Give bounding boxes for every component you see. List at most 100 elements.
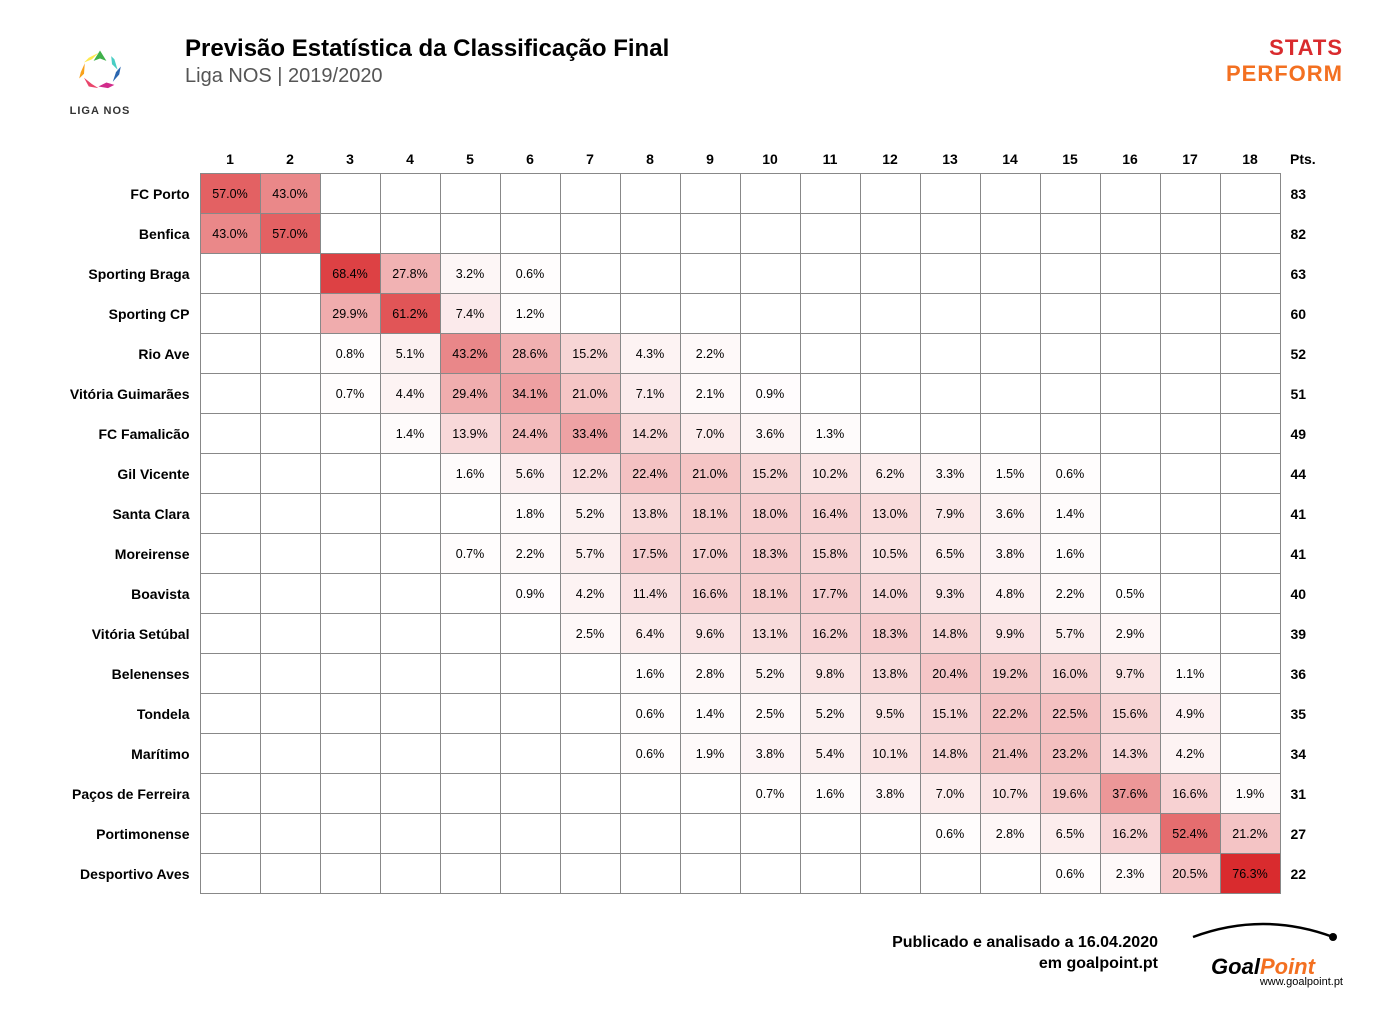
pts-value: 36: [1280, 654, 1319, 694]
footer-line2: em goalpoint.pt: [892, 954, 1158, 975]
heatmap-cell: [320, 734, 380, 774]
table-row: Portimonense0.6%2.8%6.5%16.2%52.4%21.2%2…: [40, 814, 1319, 854]
heatmap-cell: 5.7%: [560, 534, 620, 574]
heatmap-cell: [800, 854, 860, 894]
table-row: Sporting CP29.9%61.2%7.4%1.2%60: [40, 294, 1319, 334]
team-label: Tondela: [40, 694, 200, 734]
heatmap-cell: 10.5%: [860, 534, 920, 574]
heatmap-cell: [1160, 494, 1220, 534]
heatmap-cell: 5.7%: [1040, 614, 1100, 654]
heatmap-cell: [560, 294, 620, 334]
heatmap-cell: 1.2%: [500, 294, 560, 334]
liga-nos-logo-text: LIGA NOS: [70, 105, 131, 117]
table-row: Tondela0.6%1.4%2.5%5.2%9.5%15.1%22.2%22.…: [40, 694, 1319, 734]
team-label: FC Porto: [40, 174, 200, 214]
heatmap-cell: 29.9%: [320, 294, 380, 334]
col-header: 1: [200, 145, 260, 174]
heatmap-cell: [860, 334, 920, 374]
heatmap-cell: 9.9%: [980, 614, 1040, 654]
pts-value: 31: [1280, 774, 1319, 814]
col-header: 18: [1220, 145, 1280, 174]
pts-value: 49: [1280, 414, 1319, 454]
heatmap-cell: 10.1%: [860, 734, 920, 774]
team-label: Gil Vicente: [40, 454, 200, 494]
heatmap-cell: [680, 174, 740, 214]
team-label: Rio Ave: [40, 334, 200, 374]
heatmap-cell: [980, 294, 1040, 334]
table-row: Moreirense0.7%2.2%5.7%17.5%17.0%18.3%15.…: [40, 534, 1319, 574]
col-header: 3: [320, 145, 380, 174]
heatmap-cell: [920, 414, 980, 454]
heatmap-cell: 0.9%: [740, 374, 800, 414]
heatmap-cell: [260, 254, 320, 294]
heatmap-cell: [440, 694, 500, 734]
heatmap-cell: 1.8%: [500, 494, 560, 534]
heatmap-cell: [320, 454, 380, 494]
heatmap-cell: [560, 254, 620, 294]
heatmap-cell: 18.3%: [860, 614, 920, 654]
heatmap-cell: [620, 774, 680, 814]
col-header: 8: [620, 145, 680, 174]
heatmap-cell: [500, 734, 560, 774]
team-label: FC Famalicão: [40, 414, 200, 454]
heatmap-cell: 12.2%: [560, 454, 620, 494]
heatmap-cell: [500, 214, 560, 254]
heatmap-cell: [500, 614, 560, 654]
heatmap-cell: 4.4%: [380, 374, 440, 414]
heatmap-cell: [740, 854, 800, 894]
heatmap-cell: [320, 614, 380, 654]
heatmap-cell: 14.0%: [860, 574, 920, 614]
heatmap-cell: [560, 694, 620, 734]
table-row: Gil Vicente1.6%5.6%12.2%22.4%21.0%15.2%1…: [40, 454, 1319, 494]
heatmap-cell: 0.6%: [1040, 854, 1100, 894]
heatmap-cell: 7.0%: [680, 414, 740, 454]
heatmap-cell: [560, 214, 620, 254]
heatmap-cell: 1.6%: [800, 774, 860, 814]
heatmap-cell: [800, 334, 860, 374]
heatmap-cell: [1220, 654, 1280, 694]
heatmap-cell: 15.2%: [560, 334, 620, 374]
heatmap-cell: [500, 654, 560, 694]
heatmap-cell: [320, 534, 380, 574]
col-header: 15: [1040, 145, 1100, 174]
col-header: 5: [440, 145, 500, 174]
heatmap-cell: 14.2%: [620, 414, 680, 454]
heatmap-cell: [1220, 614, 1280, 654]
heatmap-cell: 61.2%: [380, 294, 440, 334]
heatmap-cell: 0.6%: [620, 734, 680, 774]
heatmap-cell: 6.2%: [860, 454, 920, 494]
heatmap-cell: [920, 214, 980, 254]
heatmap-cell: 0.7%: [440, 534, 500, 574]
heatmap-cell: [860, 214, 920, 254]
heatmap-cell: [380, 694, 440, 734]
heatmap-cell: [380, 174, 440, 214]
heatmap-cell: [1220, 214, 1280, 254]
heatmap-cell: [200, 774, 260, 814]
goalpoint-url: www.goalpoint.pt: [1183, 976, 1343, 988]
heatmap-cell: 0.6%: [920, 814, 980, 854]
heatmap-cell: 20.5%: [1160, 854, 1220, 894]
heatmap-cell: [320, 814, 380, 854]
heatmap-cell: [1040, 174, 1100, 214]
pts-value: 82: [1280, 214, 1319, 254]
heatmap-cell: [1100, 414, 1160, 454]
heatmap-cell: [620, 814, 680, 854]
pts-value: 44: [1280, 454, 1319, 494]
heatmap-cell: 5.1%: [380, 334, 440, 374]
heatmap-cell: 29.4%: [440, 374, 500, 414]
heatmap-cell: [800, 374, 860, 414]
pts-value: 63: [1280, 254, 1319, 294]
team-label: Marítimo: [40, 734, 200, 774]
table-row: FC Famalicão1.4%13.9%24.4%33.4%14.2%7.0%…: [40, 414, 1319, 454]
heatmap-cell: 0.6%: [620, 694, 680, 734]
team-label: Portimonense: [40, 814, 200, 854]
heatmap-cell: [1220, 254, 1280, 294]
heatmap-cell: [440, 734, 500, 774]
heatmap-cell: 15.2%: [740, 454, 800, 494]
col-header: 11: [800, 145, 860, 174]
footer: Publicado e analisado a 16.04.2020 em go…: [40, 919, 1343, 988]
heatmap-cell: [860, 414, 920, 454]
heatmap-cell: [740, 174, 800, 214]
heatmap-cell: 15.6%: [1100, 694, 1160, 734]
heatmap-cell: [200, 734, 260, 774]
